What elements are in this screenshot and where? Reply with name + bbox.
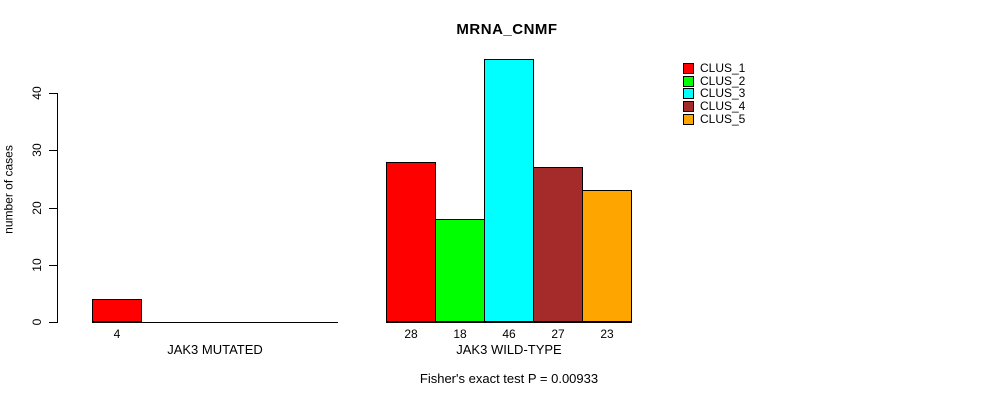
chart-title: MRNA_CNMF bbox=[456, 21, 558, 38]
bar-value-label: 28 bbox=[404, 327, 418, 341]
fisher-test-annotation: Fisher's exact test P = 0.00933 bbox=[419, 371, 599, 386]
bar-value-label: 18 bbox=[453, 327, 467, 341]
bar-CLUS_2 bbox=[435, 219, 485, 322]
y-axis-tick bbox=[49, 150, 57, 151]
y-axis-label: number of cases bbox=[1, 145, 16, 234]
legend-swatch-CLUS_2 bbox=[683, 76, 694, 87]
legend-label: CLUS_4 bbox=[700, 99, 746, 113]
legend-swatch-CLUS_5 bbox=[683, 114, 694, 125]
legend-swatch-CLUS_4 bbox=[683, 101, 694, 112]
legend-swatch-CLUS_3 bbox=[683, 88, 694, 99]
group-label: JAK3 WILD-TYPE bbox=[456, 342, 562, 357]
y-axis-tick-label: 0 bbox=[30, 318, 44, 326]
y-axis-tick-label: 10 bbox=[30, 258, 44, 272]
y-axis-line bbox=[57, 93, 58, 323]
y-axis-tick-label: 30 bbox=[30, 143, 44, 157]
legend-swatch-CLUS_1 bbox=[683, 63, 694, 74]
bar-value-label: 27 bbox=[551, 327, 565, 341]
y-axis-tick bbox=[49, 265, 57, 266]
y-axis-tick bbox=[49, 208, 57, 209]
y-axis-tick bbox=[49, 93, 57, 94]
x-axis-baseline bbox=[386, 322, 632, 323]
legend-label: CLUS_2 bbox=[700, 74, 746, 88]
bar-CLUS_1 bbox=[92, 299, 142, 322]
legend-label: CLUS_1 bbox=[700, 61, 746, 75]
x-axis-baseline bbox=[92, 322, 338, 323]
y-axis-tick-label: 40 bbox=[30, 86, 44, 100]
bar-CLUS_4 bbox=[533, 167, 583, 322]
bar-value-label: 4 bbox=[113, 327, 121, 341]
bar-CLUS_3 bbox=[484, 59, 534, 322]
y-axis-tick bbox=[49, 322, 57, 323]
bar-value-label: 46 bbox=[502, 327, 516, 341]
bar-value-label: 23 bbox=[600, 327, 614, 341]
y-axis-tick-label: 20 bbox=[30, 201, 44, 215]
legend-label: CLUS_5 bbox=[700, 112, 746, 126]
group-label: JAK3 MUTATED bbox=[167, 342, 263, 357]
legend-label: CLUS_3 bbox=[700, 86, 746, 100]
bar-CLUS_1 bbox=[386, 162, 436, 322]
bar-CLUS_5 bbox=[582, 190, 632, 322]
